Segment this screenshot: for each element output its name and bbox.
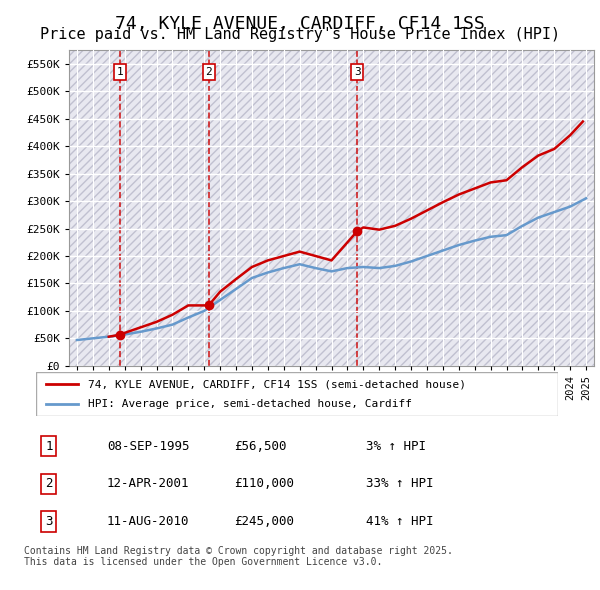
Text: Contains HM Land Registry data © Crown copyright and database right 2025.
This d: Contains HM Land Registry data © Crown c…: [24, 546, 453, 568]
Text: 08-SEP-1995: 08-SEP-1995: [107, 440, 190, 453]
Text: £110,000: £110,000: [234, 477, 294, 490]
Text: 41% ↑ HPI: 41% ↑ HPI: [366, 515, 434, 528]
Text: 3: 3: [45, 515, 53, 528]
Text: 3% ↑ HPI: 3% ↑ HPI: [366, 440, 426, 453]
Text: 2: 2: [45, 477, 53, 490]
Text: 2: 2: [205, 67, 212, 77]
Text: Price paid vs. HM Land Registry's House Price Index (HPI): Price paid vs. HM Land Registry's House …: [40, 27, 560, 41]
Text: 74, KYLE AVENUE, CARDIFF, CF14 1SS (semi-detached house): 74, KYLE AVENUE, CARDIFF, CF14 1SS (semi…: [88, 379, 466, 389]
Text: 74, KYLE AVENUE, CARDIFF, CF14 1SS: 74, KYLE AVENUE, CARDIFF, CF14 1SS: [115, 15, 485, 33]
FancyBboxPatch shape: [36, 372, 558, 416]
Text: £56,500: £56,500: [234, 440, 286, 453]
Text: 3: 3: [354, 67, 361, 77]
Text: 33% ↑ HPI: 33% ↑ HPI: [366, 477, 434, 490]
Text: HPI: Average price, semi-detached house, Cardiff: HPI: Average price, semi-detached house,…: [88, 399, 412, 408]
Text: 11-AUG-2010: 11-AUG-2010: [107, 515, 190, 528]
Text: 12-APR-2001: 12-APR-2001: [107, 477, 190, 490]
Text: £245,000: £245,000: [234, 515, 294, 528]
Text: 1: 1: [116, 67, 123, 77]
Text: 1: 1: [45, 440, 53, 453]
